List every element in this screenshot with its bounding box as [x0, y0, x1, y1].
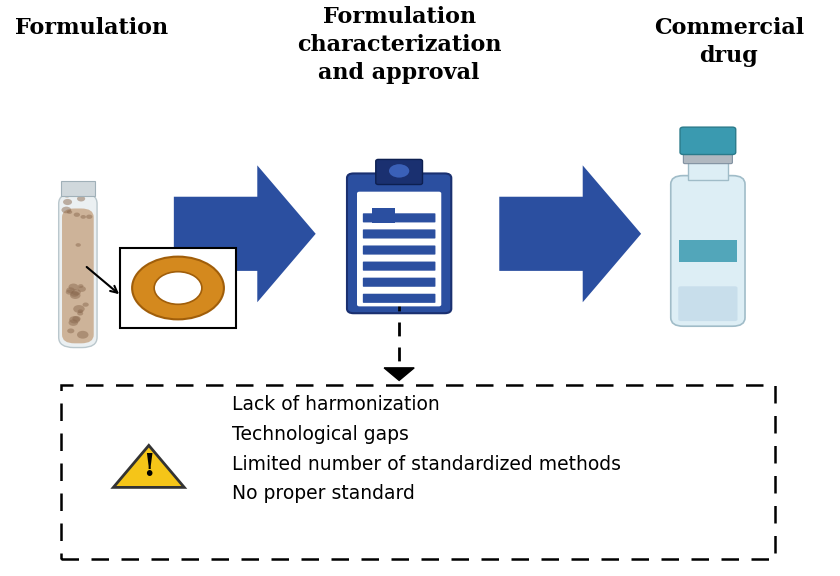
Circle shape [69, 316, 80, 324]
Circle shape [77, 312, 83, 316]
FancyBboxPatch shape [363, 262, 435, 271]
FancyBboxPatch shape [375, 160, 423, 184]
FancyBboxPatch shape [684, 151, 732, 164]
Circle shape [64, 193, 71, 198]
Text: !: ! [142, 452, 155, 483]
Circle shape [66, 210, 72, 214]
Circle shape [69, 283, 78, 290]
Circle shape [71, 289, 81, 295]
FancyBboxPatch shape [680, 127, 736, 154]
Polygon shape [174, 165, 316, 302]
Text: Lack of harmonization: Lack of harmonization [232, 396, 440, 415]
Circle shape [72, 316, 81, 321]
Text: Formulation: Formulation [15, 17, 168, 39]
Circle shape [70, 185, 80, 192]
FancyBboxPatch shape [679, 240, 737, 262]
Polygon shape [384, 368, 414, 380]
Circle shape [155, 272, 202, 304]
FancyBboxPatch shape [671, 176, 745, 326]
FancyBboxPatch shape [347, 173, 451, 313]
FancyBboxPatch shape [688, 160, 728, 180]
Circle shape [83, 183, 93, 190]
Circle shape [76, 243, 81, 247]
FancyBboxPatch shape [363, 213, 435, 222]
FancyBboxPatch shape [59, 194, 97, 347]
Circle shape [79, 187, 90, 194]
Polygon shape [113, 445, 184, 487]
Circle shape [73, 305, 85, 313]
Circle shape [71, 291, 79, 297]
FancyBboxPatch shape [372, 209, 395, 223]
Text: Technological gaps: Technological gaps [232, 425, 409, 444]
Circle shape [132, 257, 224, 319]
Circle shape [70, 292, 81, 299]
FancyBboxPatch shape [678, 286, 738, 321]
Circle shape [82, 302, 89, 307]
Circle shape [63, 199, 72, 205]
Circle shape [86, 215, 92, 219]
FancyBboxPatch shape [357, 192, 441, 306]
Circle shape [66, 290, 73, 295]
Circle shape [66, 287, 75, 293]
Text: No proper standard: No proper standard [232, 484, 415, 503]
FancyBboxPatch shape [119, 248, 236, 328]
Text: Formulation
characterization
and approval: Formulation characterization and approva… [297, 6, 501, 84]
Circle shape [77, 331, 88, 339]
FancyBboxPatch shape [62, 209, 94, 343]
Circle shape [77, 309, 83, 313]
FancyBboxPatch shape [363, 294, 435, 303]
Circle shape [61, 207, 71, 213]
Circle shape [67, 328, 75, 334]
Circle shape [77, 196, 85, 202]
Circle shape [69, 319, 78, 326]
FancyBboxPatch shape [363, 245, 435, 255]
Circle shape [74, 213, 80, 217]
Text: Limited number of standardized methods: Limited number of standardized methods [232, 455, 622, 474]
Circle shape [78, 284, 83, 288]
FancyBboxPatch shape [363, 278, 435, 287]
Circle shape [388, 164, 410, 179]
FancyBboxPatch shape [363, 229, 435, 238]
Circle shape [77, 286, 86, 292]
Text: Commercial
drug: Commercial drug [654, 17, 804, 67]
FancyBboxPatch shape [61, 181, 95, 196]
Polygon shape [499, 165, 641, 302]
FancyBboxPatch shape [61, 385, 774, 559]
Circle shape [77, 191, 83, 195]
Circle shape [81, 215, 86, 219]
